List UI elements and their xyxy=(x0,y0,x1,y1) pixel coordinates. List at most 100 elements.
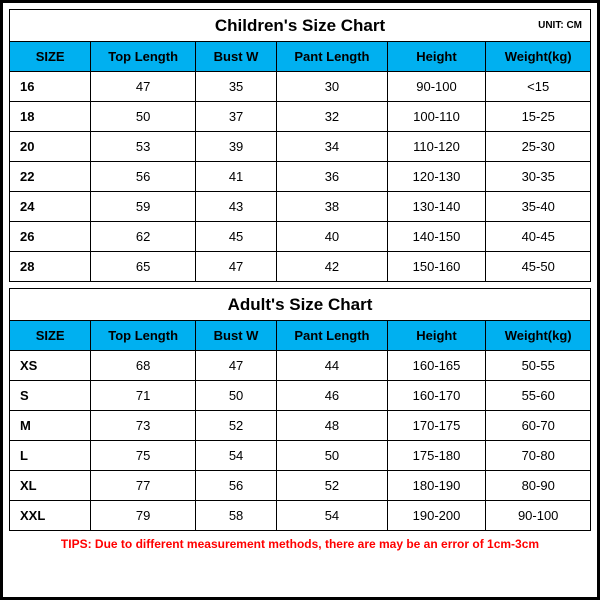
data-cell: 55-60 xyxy=(486,381,591,411)
column-header: SIZE xyxy=(10,42,91,72)
data-cell: 79 xyxy=(91,501,196,531)
data-cell: 38 xyxy=(277,192,387,222)
size-cell: L xyxy=(10,441,91,471)
data-cell: 150-160 xyxy=(387,252,486,282)
size-cell: 22 xyxy=(10,162,91,192)
column-header: Top Length xyxy=(91,321,196,351)
table-row: S715046160-17055-60 xyxy=(10,381,591,411)
data-cell: 45-50 xyxy=(486,252,591,282)
data-cell: 48 xyxy=(277,411,387,441)
data-cell: 32 xyxy=(277,102,387,132)
data-cell: 100-110 xyxy=(387,102,486,132)
column-header: Top Length xyxy=(91,42,196,72)
data-cell: 70-80 xyxy=(486,441,591,471)
data-cell: 36 xyxy=(277,162,387,192)
data-cell: 52 xyxy=(277,471,387,501)
column-header: Pant Length xyxy=(277,42,387,72)
table-row: 20533934110-12025-30 xyxy=(10,132,591,162)
column-header: Bust W xyxy=(195,42,276,72)
table-row: 18503732100-11015-25 xyxy=(10,102,591,132)
data-cell: 47 xyxy=(91,72,196,102)
data-cell: 160-165 xyxy=(387,351,486,381)
data-cell: 90-100 xyxy=(387,72,486,102)
size-cell: 28 xyxy=(10,252,91,282)
data-cell: 180-190 xyxy=(387,471,486,501)
table-row: 28654742150-16045-50 xyxy=(10,252,591,282)
size-cell: 20 xyxy=(10,132,91,162)
data-cell: 56 xyxy=(91,162,196,192)
data-cell: 35 xyxy=(195,72,276,102)
data-cell: 58 xyxy=(195,501,276,531)
column-header: Height xyxy=(387,42,486,72)
data-cell: 62 xyxy=(91,222,196,252)
data-cell: 170-175 xyxy=(387,411,486,441)
size-chart-container: Children's Size Chart UNIT: CM SIZETop L… xyxy=(0,0,600,600)
data-cell: 77 xyxy=(91,471,196,501)
data-cell: 73 xyxy=(91,411,196,441)
data-cell: 53 xyxy=(91,132,196,162)
size-cell: 18 xyxy=(10,102,91,132)
data-cell: 30 xyxy=(277,72,387,102)
data-cell: 50 xyxy=(277,441,387,471)
data-cell: 40 xyxy=(277,222,387,252)
adult-chart: Adult's Size Chart SIZETop LengthBust WP… xyxy=(9,288,591,531)
data-cell: 60-70 xyxy=(486,411,591,441)
data-cell: 54 xyxy=(195,441,276,471)
data-cell: 65 xyxy=(91,252,196,282)
data-cell: <15 xyxy=(486,72,591,102)
table-row: 26624540140-15040-45 xyxy=(10,222,591,252)
data-cell: 50-55 xyxy=(486,351,591,381)
size-cell: 24 xyxy=(10,192,91,222)
table-row: M735248170-17560-70 xyxy=(10,411,591,441)
data-cell: 56 xyxy=(195,471,276,501)
column-header: Weight(kg) xyxy=(486,321,591,351)
column-header: Weight(kg) xyxy=(486,42,591,72)
data-cell: 52 xyxy=(195,411,276,441)
adult-title: Adult's Size Chart xyxy=(10,295,590,315)
data-cell: 50 xyxy=(195,381,276,411)
tips-note: TIPS: Due to different measurement metho… xyxy=(9,537,591,551)
data-cell: 140-150 xyxy=(387,222,486,252)
size-cell: S xyxy=(10,381,91,411)
adult-table: SIZETop LengthBust WPant LengthHeightWei… xyxy=(9,320,591,531)
data-cell: 45 xyxy=(195,222,276,252)
data-cell: 160-170 xyxy=(387,381,486,411)
size-cell: XXL xyxy=(10,501,91,531)
data-cell: 47 xyxy=(195,252,276,282)
size-cell: M xyxy=(10,411,91,441)
data-cell: 34 xyxy=(277,132,387,162)
size-cell: XS xyxy=(10,351,91,381)
column-header: Bust W xyxy=(195,321,276,351)
data-cell: 39 xyxy=(195,132,276,162)
data-cell: 59 xyxy=(91,192,196,222)
data-cell: 41 xyxy=(195,162,276,192)
data-cell: 44 xyxy=(277,351,387,381)
data-cell: 40-45 xyxy=(486,222,591,252)
data-cell: 120-130 xyxy=(387,162,486,192)
table-row: 24594338130-14035-40 xyxy=(10,192,591,222)
data-cell: 54 xyxy=(277,501,387,531)
table-row: XXL795854190-20090-100 xyxy=(10,501,591,531)
data-cell: 75 xyxy=(91,441,196,471)
data-cell: 47 xyxy=(195,351,276,381)
table-row: XS684744160-16550-55 xyxy=(10,351,591,381)
table-row: L755450175-18070-80 xyxy=(10,441,591,471)
data-cell: 42 xyxy=(277,252,387,282)
data-cell: 175-180 xyxy=(387,441,486,471)
size-cell: 16 xyxy=(10,72,91,102)
data-cell: 50 xyxy=(91,102,196,132)
data-cell: 46 xyxy=(277,381,387,411)
children-chart: Children's Size Chart UNIT: CM SIZETop L… xyxy=(9,9,591,282)
table-row: 1647353090-100<15 xyxy=(10,72,591,102)
adult-title-row: Adult's Size Chart xyxy=(9,288,591,320)
data-cell: 15-25 xyxy=(486,102,591,132)
size-cell: 26 xyxy=(10,222,91,252)
data-cell: 68 xyxy=(91,351,196,381)
data-cell: 80-90 xyxy=(486,471,591,501)
data-cell: 37 xyxy=(195,102,276,132)
children-title-row: Children's Size Chart UNIT: CM xyxy=(9,9,591,41)
column-header: Pant Length xyxy=(277,321,387,351)
data-cell: 110-120 xyxy=(387,132,486,162)
data-cell: 71 xyxy=(91,381,196,411)
data-cell: 30-35 xyxy=(486,162,591,192)
